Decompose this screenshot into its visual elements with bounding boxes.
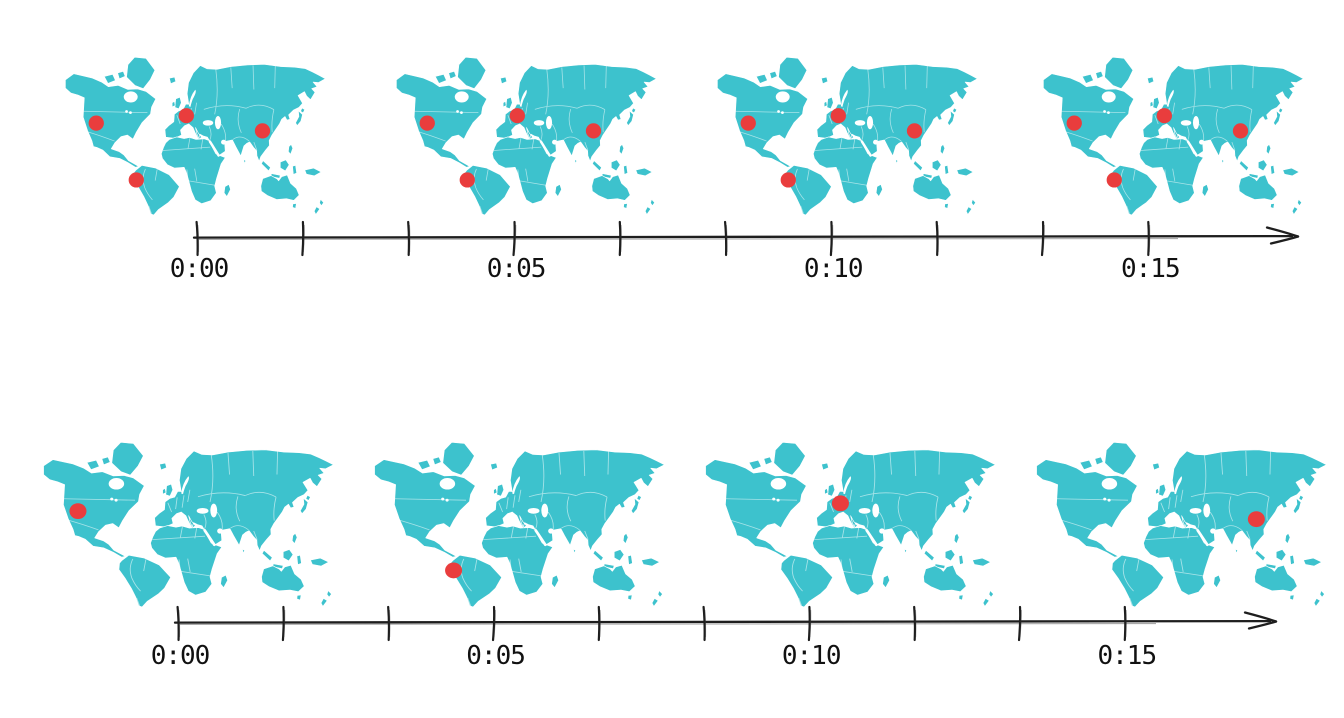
timeline-label: 0:10	[782, 641, 841, 671]
location-marker-china	[1247, 511, 1265, 528]
timeline-tick	[829, 220, 833, 257]
location-marker-china	[254, 123, 271, 139]
world-map	[42, 440, 352, 607]
timeline-tick	[618, 220, 622, 257]
timeline-tick	[512, 220, 516, 257]
timeline-tick	[387, 605, 391, 642]
timeline-tick	[281, 605, 285, 642]
timeline-tick	[597, 605, 601, 642]
timeline-label: 0:15	[1097, 641, 1156, 671]
timeline-label: 0:05	[487, 254, 546, 284]
world-map	[1035, 440, 1344, 607]
location-marker-brazil	[1106, 172, 1122, 188]
location-marker-brazil	[459, 172, 475, 188]
world-map	[64, 55, 342, 215]
timeline-tick	[1147, 220, 1150, 257]
location-marker-china	[906, 123, 923, 139]
timeline-tick	[1040, 220, 1045, 257]
timeline-tick	[807, 605, 811, 642]
timeline-tick	[1017, 605, 1022, 642]
location-marker-europe	[1156, 108, 1172, 124]
timeline-tick	[491, 605, 496, 642]
location-marker-europe	[830, 108, 846, 124]
world-map	[704, 440, 1014, 607]
timeline-label: 0:15	[1121, 254, 1180, 284]
timeline-tick	[407, 220, 411, 257]
timeline-tick	[913, 605, 917, 642]
arrowhead-icon	[1247, 620, 1278, 630]
world-map	[716, 55, 994, 215]
timeline-label: 0:00	[151, 641, 210, 671]
location-marker-europe	[509, 108, 525, 124]
location-marker-usa	[69, 503, 87, 520]
world-map	[395, 55, 673, 215]
location-marker-usa	[419, 115, 435, 131]
timeline: 0:00 0:05 0:10 0:15	[151, 605, 1278, 671]
timeline-tick	[723, 220, 728, 257]
location-marker-china	[585, 123, 602, 139]
arrowhead-icon	[1243, 611, 1278, 623]
location-marker-usa	[1066, 115, 1082, 131]
timeline-tick	[195, 220, 199, 257]
world-map	[373, 440, 683, 607]
location-marker-brazil	[128, 172, 144, 188]
location-marker-brazil	[445, 562, 463, 579]
timeline-tick	[935, 220, 939, 257]
world-map	[1042, 55, 1320, 215]
location-marker-brazil	[780, 172, 796, 188]
timeline-tick	[702, 605, 706, 642]
location-marker-europe	[178, 108, 194, 124]
timeline-label: 0:10	[804, 254, 863, 284]
timeline-label: 0:00	[170, 254, 229, 284]
location-marker-usa	[740, 115, 756, 131]
arrowhead-icon	[1269, 235, 1300, 245]
timeline-tick	[176, 605, 180, 642]
arrowhead-icon	[1265, 226, 1300, 238]
location-marker-europe	[831, 495, 849, 512]
timeline: 0:00 0:05 0:10 0:15	[170, 220, 1300, 284]
timeline-tick	[301, 220, 305, 257]
timeline-label: 0:05	[466, 641, 525, 671]
location-marker-china	[1232, 123, 1249, 139]
timeline-tick	[1123, 605, 1127, 642]
location-marker-usa	[88, 115, 104, 131]
